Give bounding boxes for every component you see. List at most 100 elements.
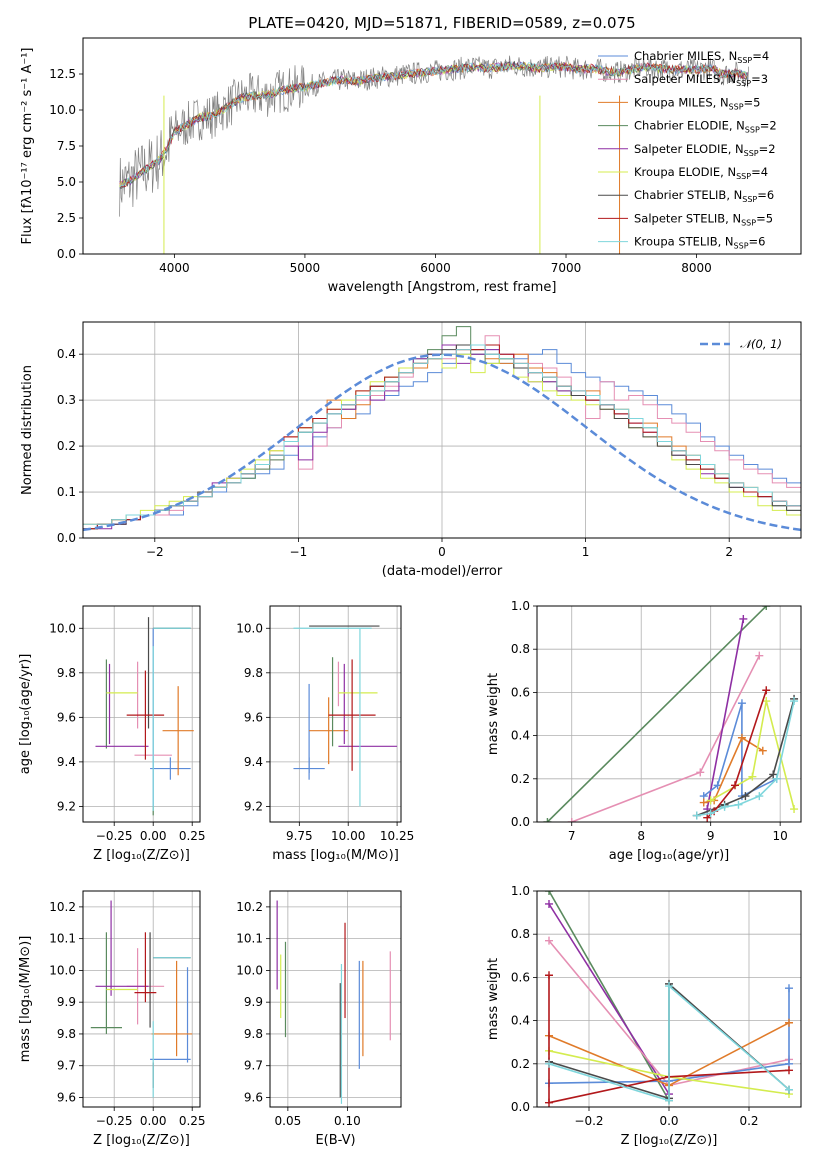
y-tick-label: 9.6	[57, 1090, 76, 1104]
y-tick-label: 1.0	[511, 599, 530, 613]
y-tick-label: 9.8	[57, 1027, 76, 1041]
weight-line-0	[548, 891, 670, 1101]
y-axis-label: age [log₁₀(age/yr)]	[18, 654, 33, 775]
weight-marker	[755, 651, 764, 660]
y-tick-label: 0.4	[511, 1014, 530, 1028]
histogram-6	[83, 344, 801, 530]
y-tick-label: 0.0	[511, 815, 530, 829]
weight-marker	[785, 1066, 793, 1075]
x-axis-label: Z [log₁₀(Z/Z⊙)]	[93, 848, 190, 863]
weight-marker	[665, 1096, 673, 1105]
weight-marker	[762, 606, 771, 610]
x-tick-label: 1	[582, 545, 590, 559]
legend-entry: Salpeter MILES, NSSP=3	[634, 72, 768, 88]
y-tick-label: 10.2	[49, 900, 76, 914]
panel-age-vs-mass: 9.75 10.00 10.25 9.2 9.4 9.6 9.8 10.0 mass [log₁…	[236, 605, 414, 863]
weight-marker	[737, 699, 746, 708]
legend-entry: Chabrier ELODIE, NSSP=2	[634, 119, 777, 135]
plot-area	[543, 606, 799, 822]
weight-marker	[703, 813, 712, 822]
y-tick-label: 9.7	[244, 1059, 263, 1073]
x-tick-label: 6000	[420, 261, 451, 275]
weight-marker	[762, 686, 771, 695]
y-tick-label: 0.1	[57, 485, 76, 499]
plot-area	[545, 891, 793, 1107]
x-tick-label: 0.0	[659, 1114, 678, 1128]
y-tick-label: 2.5	[57, 211, 76, 225]
x-tick-label: 0.25	[179, 1114, 206, 1128]
legend-entry: Kroupa ELODIE, NSSP=4	[634, 165, 768, 181]
y-tick-label: 7.5	[57, 139, 76, 153]
panel-weight-vs-Z: −0.2 0.0 0.2 0.0 0.2 0.4 0.6 0.8 1.0 Z [log₁₀(Z/Z…	[486, 884, 802, 1148]
plot-area	[293, 625, 398, 807]
legend-val: =6	[757, 188, 774, 202]
legend-val: =6	[749, 235, 766, 249]
y-tick-label: 10.0	[49, 103, 76, 117]
y-tick-label: 0.0	[57, 531, 76, 545]
y-tick-label: 12.5	[49, 67, 76, 81]
model-spectrum-7	[119, 61, 748, 189]
x-axis-label: Z [log₁₀(Z/Z⊙)]	[93, 1133, 190, 1148]
plot-area	[90, 900, 193, 1098]
x-tick-label: 9.75	[286, 829, 313, 843]
x-axis-label: wavelength [Angstrom, rest frame]	[328, 280, 557, 295]
legend-val: =2	[759, 142, 776, 156]
y-tick-label: 9.6	[244, 1090, 263, 1104]
weight-marker	[567, 818, 576, 822]
x-tick-label: 4000	[159, 261, 190, 275]
x-tick-label: 7	[568, 829, 576, 843]
y-tick-label: 9.2	[244, 799, 263, 813]
y-tick-label: 9.4	[244, 755, 263, 769]
x-tick-label: 0.00	[140, 1114, 167, 1128]
histogram-5	[83, 353, 801, 530]
x-axis-label: mass [log₁₀(M/M⊙)]	[272, 848, 399, 863]
legend-base: Kroupa ELODIE, N	[634, 165, 736, 179]
weight-line-1	[548, 903, 670, 1095]
weight-marker	[706, 809, 715, 818]
histogram-1	[83, 335, 801, 530]
histogram-4	[83, 344, 801, 530]
weight-marker	[758, 746, 767, 755]
weight-marker	[785, 984, 793, 993]
y-tick-label: 9.8	[57, 666, 76, 680]
legend-base: Kroupa STELIB, N	[634, 235, 734, 249]
legend-sub: SSP	[741, 218, 756, 227]
x-tick-label: 0.25	[179, 829, 206, 843]
x-tick-label: 10	[773, 829, 788, 843]
y-tick-label: 0.0	[511, 1100, 530, 1114]
weight-marker	[734, 800, 743, 809]
x-tick-label: 0.05	[275, 1114, 302, 1128]
legend-entry: 𝒩(0, 1)	[740, 337, 782, 351]
y-tick-label: 9.9	[244, 995, 263, 1009]
legend-entry: Chabrier STELIB, NSSP=6	[634, 188, 774, 204]
weight-line-4	[703, 736, 764, 804]
y-tick-label: 9.6	[244, 710, 263, 724]
weight-marker	[769, 770, 778, 779]
y-axis-label: mass weight	[486, 673, 501, 755]
weight-marker	[692, 811, 701, 820]
x-tick-label: 10.25	[380, 829, 414, 843]
weight-marker	[545, 936, 553, 945]
weight-marker	[545, 1098, 553, 1107]
axes-frame	[82, 890, 201, 1108]
weight-line-3	[703, 702, 778, 798]
legend-base: Chabrier MILES, N	[634, 49, 737, 63]
y-tick-label: 0.6	[511, 970, 530, 984]
y-tick-label: 0.2	[511, 772, 530, 786]
panel-mass-vs-Z: −0.25 0.00 0.25 9.6 9.7 9.8 9.9 10.0 10.1 10.2 Z […	[18, 890, 206, 1148]
plot-area	[83, 326, 801, 532]
weight-marker	[762, 697, 771, 706]
weight-marker	[772, 774, 781, 783]
legend-base: Salpeter STELIB, N	[634, 211, 741, 225]
legend-entry: Chabrier MILES, NSSP=4	[634, 49, 769, 65]
y-axis-label: Flux [fλ10⁻¹⁷ erg cm⁻² s⁻¹ A⁻¹]	[20, 48, 35, 245]
weight-marker	[731, 781, 739, 790]
weight-marker	[545, 891, 553, 895]
x-tick-label: 8000	[681, 261, 712, 275]
x-tick-label: 8	[637, 829, 645, 843]
x-tick-label: −0.25	[96, 1114, 133, 1128]
x-tick-label: 5000	[290, 261, 321, 275]
x-tick-label: −1	[290, 545, 308, 559]
legend-base: Salpeter ELODIE, N	[634, 142, 744, 156]
